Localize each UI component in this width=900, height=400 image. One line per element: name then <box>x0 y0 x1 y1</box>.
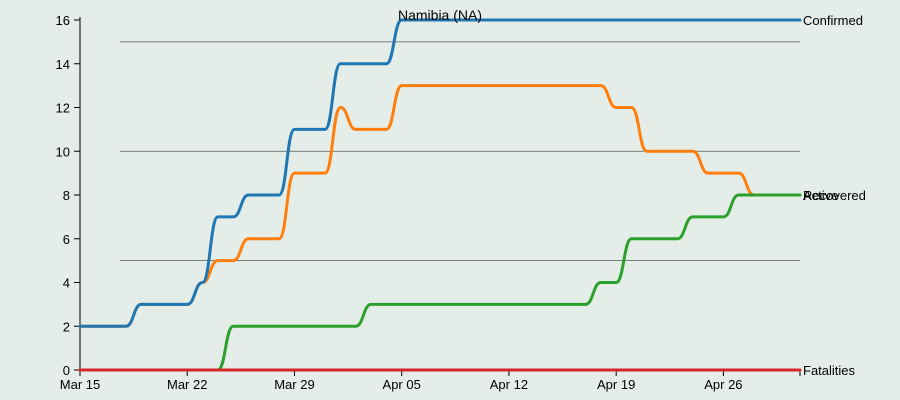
series-label-recovered: Recovered <box>803 188 866 203</box>
y-tick-label: 16 <box>56 13 70 28</box>
y-tick-label: 0 <box>63 363 70 378</box>
series-label-fatalities: Fatalities <box>803 363 856 378</box>
gridlines <box>120 41 800 262</box>
y-tick-label: 6 <box>63 232 70 247</box>
axes: 0 2 4 6 8 10 12 14 16 Mar 15 Mar 22 Mar 29 Apr 05 Apr… <box>56 13 801 392</box>
x-tick-label: Mar 15 <box>60 377 100 392</box>
series-line-confirmed <box>78 18 802 328</box>
y-tick-label: 10 <box>56 144 70 159</box>
series-line-recovered <box>78 193 802 372</box>
series-lines <box>78 18 802 372</box>
series-label-confirmed: Confirmed <box>803 13 863 28</box>
x-tick-label: Apr 12 <box>490 377 528 392</box>
x-tick-label: Apr 26 <box>704 377 742 392</box>
x-tick-label: Mar 29 <box>274 377 314 392</box>
y-tick-label: 8 <box>63 188 70 203</box>
x-tick-label: Apr 19 <box>597 377 635 392</box>
y-tick-label: 4 <box>63 276 70 291</box>
chart-title: Namibia (NA) <box>398 7 482 23</box>
y-tick-label: 2 <box>63 319 70 334</box>
x-tick-label: Mar 22 <box>167 377 207 392</box>
series-line-active <box>78 84 802 328</box>
x-tick-label: Apr 05 <box>383 377 421 392</box>
y-tick-label: 14 <box>56 57 70 72</box>
series-label-active: Active <box>803 188 838 203</box>
y-tick-label: 12 <box>56 101 70 116</box>
